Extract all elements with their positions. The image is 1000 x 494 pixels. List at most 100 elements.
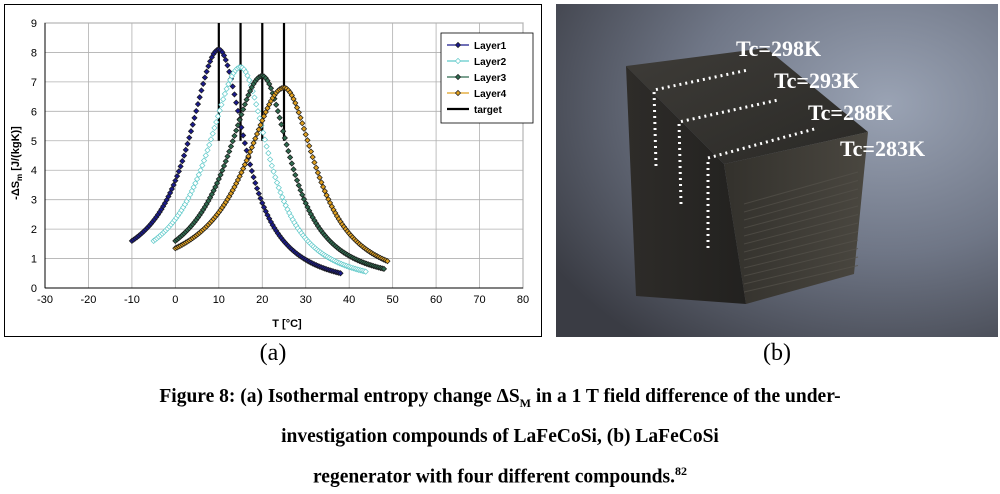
data-point — [293, 177, 301, 184]
data-point — [240, 106, 247, 113]
y-tick-label: 5 — [31, 136, 37, 148]
data-point — [276, 114, 283, 121]
x-tick-label: 20 — [256, 294, 268, 306]
plate-line — [743, 180, 859, 213]
series-Layer1 — [128, 46, 344, 277]
y-tick-label: 6 — [31, 106, 37, 118]
data-point — [274, 108, 282, 115]
data-point — [240, 165, 247, 172]
data-point — [295, 109, 302, 116]
data-point — [362, 268, 369, 275]
data-point — [233, 127, 240, 134]
data-point — [224, 62, 231, 69]
caption-line2: investigation compounds of LaFeCoSi, (b)… — [281, 425, 719, 447]
y-tick-label: 2 — [31, 224, 37, 236]
x-axis-label: T [°C] — [272, 318, 302, 330]
data-point — [234, 107, 242, 115]
data-point — [265, 150, 272, 157]
legend-item-Layer2: Layer2 — [447, 57, 507, 68]
data-point — [297, 187, 304, 194]
caption-line3: regenerator with four different compound… — [313, 466, 675, 488]
data-point — [292, 171, 299, 179]
plate-line — [743, 231, 859, 261]
data-point — [292, 99, 299, 107]
data-point — [278, 121, 285, 128]
curie-label-298: Tc=298K — [736, 36, 821, 61]
data-point — [213, 118, 220, 126]
caption-line1-post: in a 1 T field difference of the under- — [531, 386, 841, 407]
y-tick-label: 3 — [31, 195, 37, 207]
data-point — [218, 101, 225, 108]
data-point — [266, 80, 273, 88]
data-point — [231, 132, 238, 139]
data-point — [311, 159, 318, 166]
plate-line — [743, 256, 859, 285]
data-point — [192, 180, 199, 187]
data-point — [213, 180, 221, 187]
data-point — [304, 137, 311, 144]
data-point — [267, 85, 275, 92]
data-point — [250, 174, 257, 181]
data-point — [180, 152, 188, 159]
data-point — [318, 179, 325, 186]
y-tick-label: 7 — [31, 77, 37, 89]
x-tick-label: 60 — [430, 294, 442, 306]
data-point — [248, 144, 255, 151]
data-point — [295, 182, 302, 189]
data-point — [313, 164, 320, 171]
data-point — [286, 154, 294, 161]
data-point — [263, 143, 270, 150]
data-point — [290, 166, 297, 173]
data-point — [233, 99, 240, 106]
data-point — [248, 167, 255, 175]
data-point — [261, 136, 268, 143]
data-point — [279, 194, 286, 201]
y-tick-label: 9 — [31, 18, 37, 30]
data-point — [175, 168, 182, 175]
x-tick-label: -10 — [124, 294, 140, 306]
data-point — [194, 101, 202, 108]
data-point — [302, 131, 309, 138]
data-point — [300, 196, 308, 203]
entropy-chart: -30 -20 -10 0 10 20 30 40 50 60 70 80 0 1 2 3 4 5 6 7 8 9 T [… — [10, 18, 534, 330]
data-point — [191, 114, 198, 121]
data-point — [200, 80, 207, 87]
data-point — [209, 130, 216, 137]
panel-label-b: (b) — [763, 340, 791, 366]
data-point — [225, 81, 232, 88]
data-point — [253, 185, 261, 192]
data-point — [321, 188, 328, 195]
data-point — [266, 156, 274, 163]
plate-line — [743, 205, 859, 237]
data-point — [285, 148, 292, 155]
data-point — [227, 143, 235, 150]
data-point — [244, 72, 251, 79]
data-point — [189, 121, 196, 128]
legend-item-Layer4: Layer4 — [447, 89, 507, 100]
y-axis-label: -ΔSm [J/(kgK)] — [10, 126, 24, 200]
data-point — [196, 94, 203, 101]
data-point — [297, 114, 304, 121]
data-point — [229, 83, 236, 90]
data-point — [219, 167, 226, 174]
data-point — [215, 175, 222, 183]
data-point — [220, 52, 228, 59]
data-point — [205, 63, 212, 70]
panel-label-a: (a) — [259, 340, 287, 366]
data-point — [168, 185, 175, 193]
caption-line1-pre: Figure 8: (a) Isothermal entropy change … — [159, 386, 520, 407]
legend-item-target: target — [447, 105, 502, 116]
data-point — [272, 174, 279, 181]
x-tick-label: -30 — [37, 294, 53, 306]
data-point — [316, 174, 323, 181]
curie-label-293: Tc=293K — [774, 68, 859, 93]
x-tick-label: 40 — [343, 294, 355, 306]
layer-boundaries — [652, 68, 819, 248]
plate-line — [743, 214, 859, 245]
data-point — [257, 195, 264, 202]
data-point — [231, 91, 238, 98]
plate-line — [743, 188, 859, 221]
data-point — [259, 117, 266, 124]
data-point — [198, 87, 205, 94]
data-point — [197, 167, 204, 174]
